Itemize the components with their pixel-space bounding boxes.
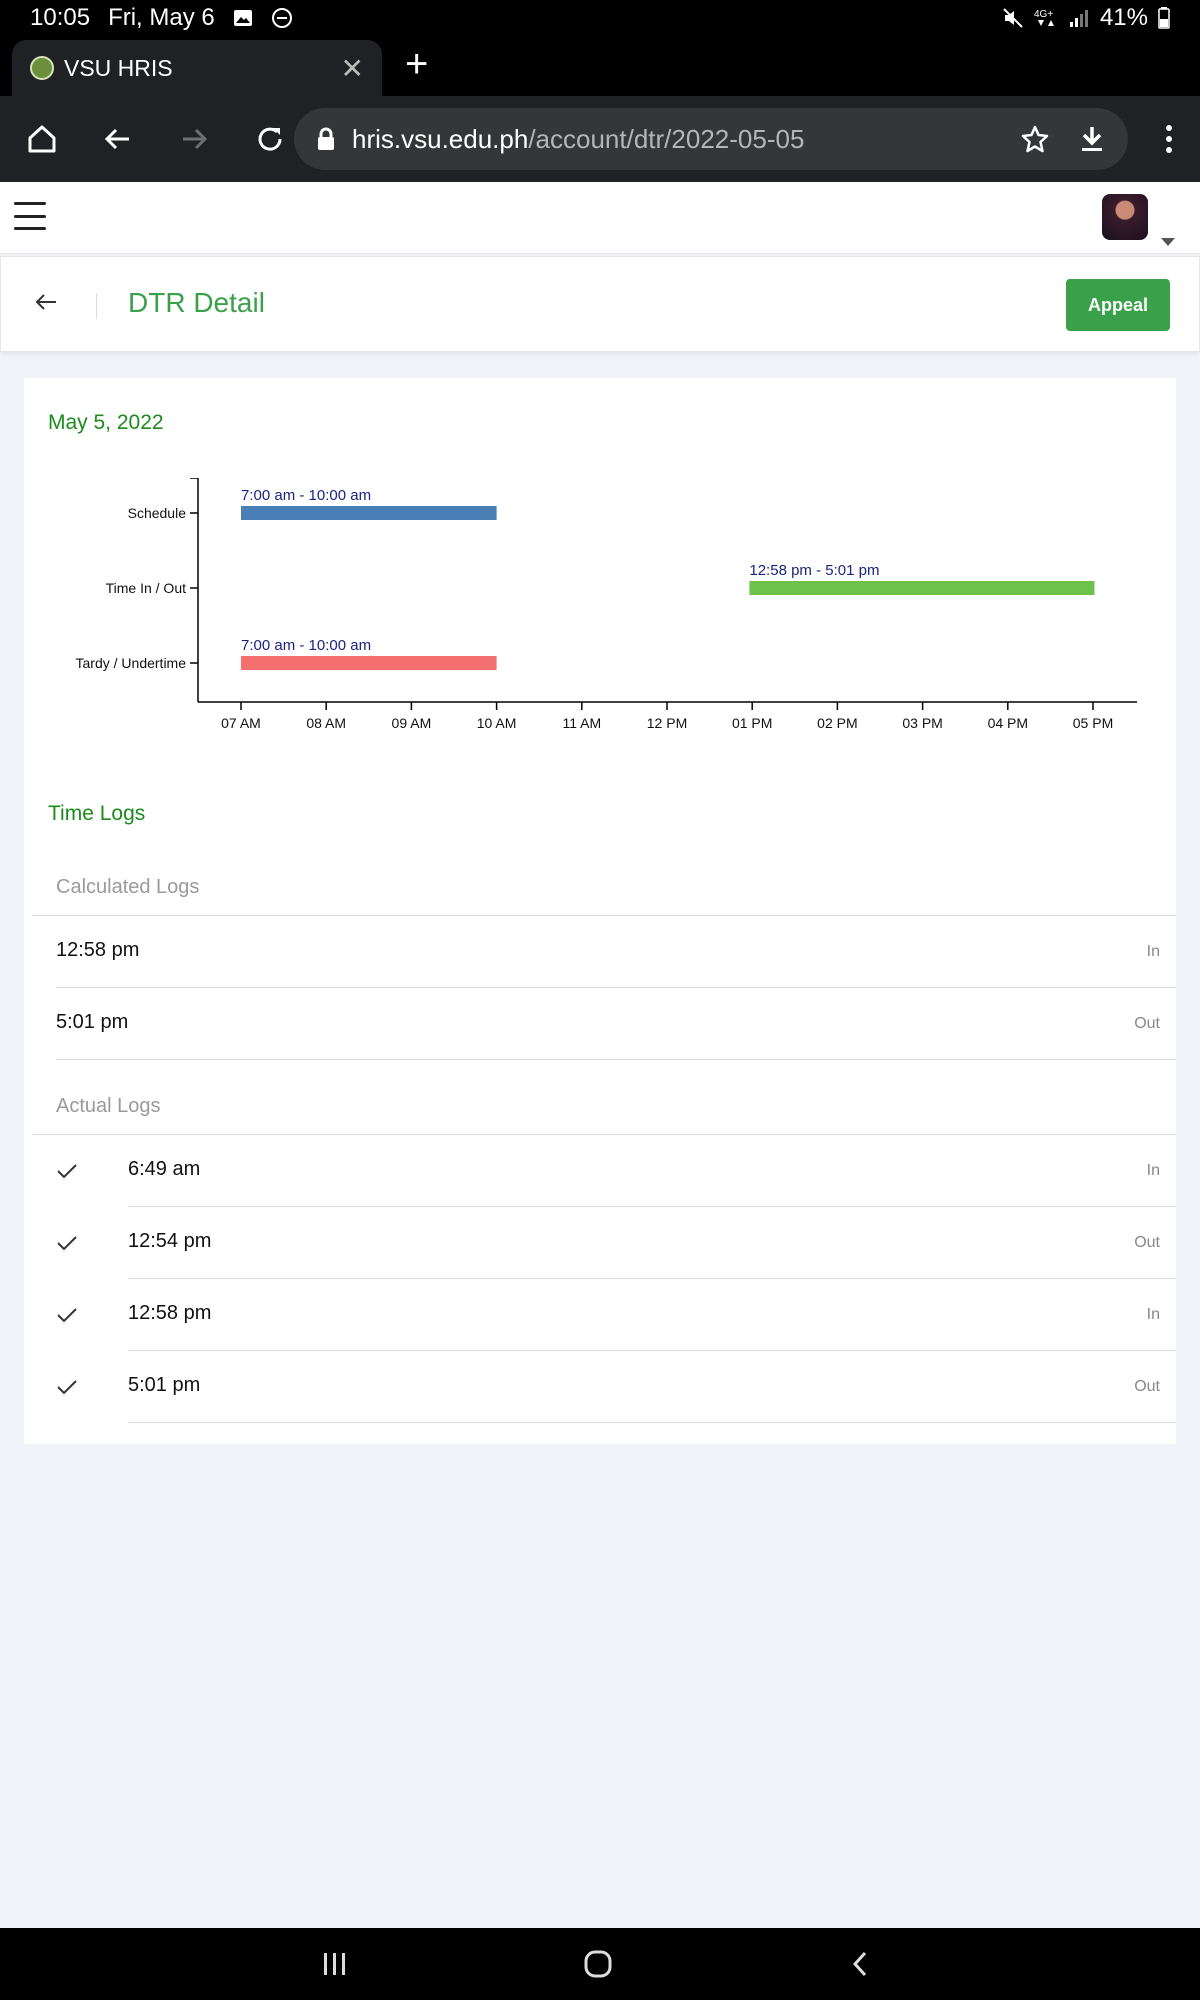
actual-log-type: Out: [1134, 1378, 1160, 1395]
dnd-icon: [271, 7, 293, 29]
calculated-log-time: 5:01 pm: [56, 1011, 129, 1033]
back-button[interactable]: [80, 101, 156, 177]
dtr-date: May 5, 2022: [48, 411, 164, 434]
forward-button[interactable]: [156, 101, 232, 177]
header-divider: [96, 293, 97, 319]
actual-log-type: Out: [1134, 1234, 1160, 1251]
arrow-back-icon: [104, 128, 129, 150]
calculated-log-type: Out: [1134, 1015, 1160, 1032]
vsu-favicon-icon: [30, 56, 54, 80]
divider: [128, 1350, 1176, 1351]
battery-percent: 41%: [1099, 4, 1148, 31]
bar-label: 12:58 pm - 5:01 pm: [749, 562, 879, 579]
signal-icon: [1068, 7, 1090, 29]
calculated-logs-label: Calculated Logs: [56, 876, 200, 898]
y-tick-label: Time In / Out: [106, 580, 187, 596]
x-tick-label: 10 AM: [477, 715, 517, 731]
page-title: DTR Detail: [128, 287, 265, 318]
home-button[interactable]: [4, 101, 80, 177]
network-4g-icon: 4G+: [1034, 7, 1058, 29]
divider: [128, 1422, 1176, 1423]
hamburger-menu-icon[interactable]: [14, 202, 46, 230]
timeline-bar: [749, 581, 1095, 595]
back-arrow-icon[interactable]: [31, 287, 61, 317]
calculated-log-time: 12:58 pm: [56, 939, 140, 961]
dtr-card: May 5, 2022 Schedule Time In / Out Tardy /…: [24, 378, 1176, 1444]
tab-strip: VSU HRIS ✕ +: [0, 36, 1200, 96]
browser-toolbar: hris.vsu.edu.ph/account/dtr/2022-05-05: [0, 96, 1200, 182]
dtr-timeline-chart: Schedule Time In / Out Tardy / Undertime 07…: [76, 478, 1137, 731]
reload-button[interactable]: [232, 101, 308, 177]
chevron-down-icon[interactable]: [1161, 238, 1175, 246]
more-vert-icon: [1166, 125, 1172, 153]
status-date: Fri, May 6: [108, 4, 215, 31]
calculated-log-type: In: [1146, 943, 1160, 960]
x-tick-label: 03 PM: [902, 715, 942, 731]
divider: [32, 1134, 1176, 1135]
actual-log-time: 12:54 pm: [128, 1230, 212, 1252]
actual-log-time: 12:58 pm: [128, 1302, 212, 1324]
actual-log-type: In: [1146, 1306, 1160, 1323]
check-icon: [57, 1164, 77, 1179]
divider: [32, 915, 1176, 916]
x-tick-label: 07 AM: [221, 715, 261, 731]
x-tick-label: 09 AM: [392, 715, 432, 731]
actual-log-time: 6:49 am: [128, 1158, 201, 1180]
actual-logs-label: Actual Logs: [56, 1095, 161, 1117]
check-icon: [57, 1236, 77, 1251]
timeline-bar: [241, 506, 497, 520]
status-time: 10:05: [30, 4, 91, 31]
url-text: hris.vsu.edu.ph/account/dtr/2022-05-05: [352, 123, 805, 154]
address-bar[interactable]: hris.vsu.edu.ph/account/dtr/2022-05-05: [294, 108, 1128, 170]
divider: [128, 1206, 1176, 1207]
bar-label: 7:00 am - 10:00 am: [241, 487, 371, 504]
system-back-icon[interactable]: [846, 1949, 876, 1979]
avatar[interactable]: [1102, 194, 1148, 240]
timeline-bar: [241, 656, 497, 670]
x-tick-label: 01 PM: [732, 715, 772, 731]
x-tick-label: 05 PM: [1073, 715, 1113, 731]
bar-label: 7:00 am - 10:00 am: [241, 637, 371, 654]
x-tick-label: 11 AM: [562, 715, 601, 731]
divider: [128, 1278, 1176, 1279]
actual-log-type: In: [1146, 1162, 1160, 1179]
arrow-forward-icon: [183, 128, 208, 150]
actual-log-time: 5:01 pm: [128, 1374, 201, 1396]
new-tab-button[interactable]: +: [405, 42, 429, 86]
home-icon: [28, 125, 56, 153]
bookmark-star-icon[interactable]: [1020, 124, 1050, 154]
tab-close-icon[interactable]: ✕: [340, 52, 364, 84]
check-icon: [57, 1380, 77, 1395]
check-icon: [57, 1308, 77, 1323]
appeal-button[interactable]: Appeal: [1066, 279, 1170, 331]
recent-apps-icon[interactable]: [320, 1949, 350, 1979]
browser-menu-button[interactable]: [1144, 114, 1194, 164]
app-header: [0, 182, 1200, 254]
page-header: DTR Detail Appeal: [0, 256, 1200, 352]
x-tick-label: 08 AM: [306, 715, 346, 731]
battery-icon: [1158, 7, 1170, 29]
home-circle-icon[interactable]: [582, 1948, 614, 1980]
lock-icon: [318, 127, 334, 150]
y-tick-label: Schedule: [128, 505, 187, 521]
x-tick-label: 12 PM: [647, 715, 687, 731]
y-tick-label: Tardy / Undertime: [76, 655, 187, 671]
x-tick-label: 02 PM: [817, 715, 857, 731]
time-logs-title: Time Logs: [48, 802, 146, 825]
svg-text:4G+: 4G+: [1034, 9, 1053, 20]
x-tick-label: 04 PM: [988, 715, 1028, 731]
system-nav-bar: [0, 1928, 1200, 2000]
browser-tab[interactable]: VSU HRIS ✕: [12, 40, 382, 96]
reload-icon: [258, 127, 282, 151]
gallery-icon: [233, 8, 253, 28]
tab-title: VSU HRIS: [64, 54, 173, 81]
mute-icon: [1002, 7, 1024, 29]
download-icon[interactable]: [1078, 124, 1106, 154]
divider: [56, 987, 1176, 988]
status-bar: 10:05 Fri, May 6 4G+ 41%: [0, 0, 1200, 36]
divider: [56, 1059, 1176, 1060]
